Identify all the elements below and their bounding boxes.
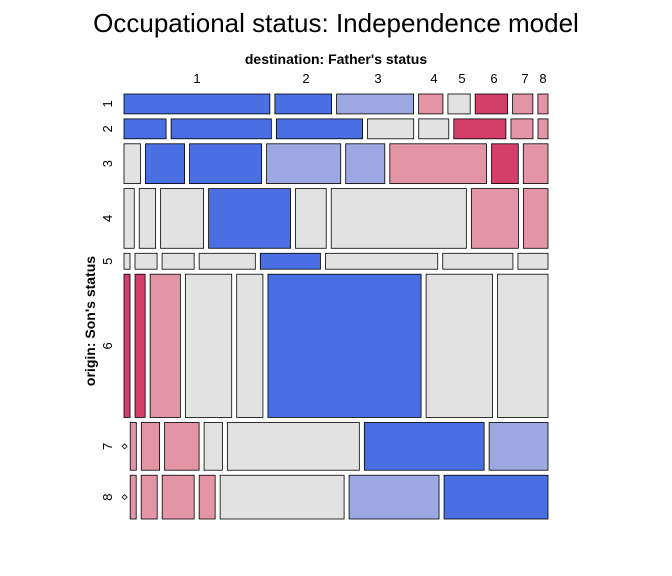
mosaic-tile-5-7 xyxy=(442,252,514,270)
mosaic-tile-8-2 xyxy=(129,474,137,520)
mosaic-tile-7-5 xyxy=(203,422,223,471)
mosaic-tile-5-8 xyxy=(517,252,549,270)
mosaic-tile-1-7 xyxy=(512,93,534,115)
x-axis-title: destination: Father's status xyxy=(245,51,427,67)
y-tick-label-2: 2 xyxy=(100,125,115,132)
mosaic-tile-7-8 xyxy=(488,422,549,471)
mosaic-tile-3-7 xyxy=(491,143,519,184)
x-tick-label-3: 3 xyxy=(374,71,381,86)
mosaic-tile-4-7 xyxy=(470,188,519,249)
mosaic-tile-1-8 xyxy=(537,93,549,115)
y-axis-title: origin: Son's status xyxy=(82,256,98,386)
mosaic-tile-3-5 xyxy=(345,143,386,184)
y-tick-label-7: 7 xyxy=(100,443,115,450)
mosaic-tile-5-3 xyxy=(161,252,195,270)
mosaic-tile-3-3 xyxy=(189,143,263,184)
y-tick-label-6: 6 xyxy=(100,342,115,349)
mosaic-tile-3-4 xyxy=(266,143,342,184)
mosaic-tile-2-6 xyxy=(453,118,507,140)
mosaic-tile-1-4 xyxy=(418,93,444,115)
mosaic-tile-4-8 xyxy=(523,188,549,249)
mosaic-tile-5-2 xyxy=(134,252,158,270)
x-tick-label-4: 4 xyxy=(430,71,437,86)
x-tick-label-5: 5 xyxy=(458,71,465,86)
mosaic-tile-2-2 xyxy=(170,118,272,140)
mosaic-tile-8-6 xyxy=(219,474,345,520)
mosaic-tile-8-7 xyxy=(348,474,440,520)
mosaic-tile-5-4 xyxy=(198,252,256,270)
mosaic-tile-6-7 xyxy=(425,273,494,418)
mosaic-tile-3-8 xyxy=(522,143,549,184)
y-tick-label-1: 1 xyxy=(100,100,115,107)
mosaic-tile-3-6 xyxy=(389,143,487,184)
mosaic-tile-7-4 xyxy=(164,422,200,471)
mosaic-tile-6-1 xyxy=(123,273,131,418)
mosaic-tile-7-7 xyxy=(363,422,485,471)
mosaic-empty-cell-8-1 xyxy=(121,494,128,501)
mosaic-tile-4-5 xyxy=(295,188,327,249)
mosaic-tile-5-1 xyxy=(123,252,131,270)
mosaic-empty-cell-7-1 xyxy=(121,443,128,450)
mosaic-tile-6-3 xyxy=(149,273,181,418)
mosaic-tile-3-1 xyxy=(123,143,141,184)
mosaic-tile-8-3 xyxy=(140,474,158,520)
mosaic-tile-7-6 xyxy=(226,422,360,471)
mosaic-tile-7-3 xyxy=(140,422,160,471)
y-tick-label-8: 8 xyxy=(100,493,115,500)
y-tick-label-3: 3 xyxy=(100,160,115,167)
mosaic-tile-6-2 xyxy=(134,273,146,418)
mosaic-tile-2-3 xyxy=(275,118,363,140)
x-tick-label-8: 8 xyxy=(539,71,546,86)
mosaic-tile-1-3 xyxy=(336,93,414,115)
y-tick-labels: 1 2 3 4 5 6 7 8 xyxy=(100,100,115,500)
x-tick-label-2: 2 xyxy=(302,71,309,86)
mosaic-tile-2-4 xyxy=(367,118,415,140)
mosaic-tile-4-2 xyxy=(138,188,157,249)
mosaic-tile-1-2 xyxy=(274,93,333,115)
mosaic-tile-6-5 xyxy=(236,273,264,418)
x-tick-label-7: 7 xyxy=(521,71,528,86)
mosaic-tile-7-2 xyxy=(129,422,137,471)
mosaic-tile-2-1 xyxy=(123,118,167,140)
x-tick-label-1: 1 xyxy=(193,71,200,86)
mosaic-tile-2-5 xyxy=(418,118,450,140)
mosaic-tile-8-8 xyxy=(443,474,549,520)
y-tick-label-4: 4 xyxy=(100,215,115,222)
mosaic-tile-8-4 xyxy=(161,474,195,520)
mosaic-tile-1-5 xyxy=(447,93,471,115)
mosaic-tile-4-3 xyxy=(160,188,205,249)
mosaic-tile-6-6 xyxy=(267,273,422,418)
y-tick-label-5: 5 xyxy=(100,258,115,265)
mosaic-tile-2-7 xyxy=(510,118,534,140)
mosaic-tile-6-8 xyxy=(497,273,549,418)
mosaic-tile-1-6 xyxy=(474,93,509,115)
mosaic-tile-5-5 xyxy=(259,252,321,270)
x-tick-label-6: 6 xyxy=(490,71,497,86)
mosaic-tile-8-5 xyxy=(198,474,216,520)
mosaic-tile-5-6 xyxy=(325,252,439,270)
mosaic-tile-2-8 xyxy=(537,118,549,140)
mosaic-tile-4-6 xyxy=(330,188,467,249)
mosaic-tiles xyxy=(121,93,549,520)
mosaic-tile-1-1 xyxy=(123,93,271,115)
mosaic-tile-4-4 xyxy=(208,188,291,249)
mosaic-tile-6-4 xyxy=(184,273,233,418)
chart-title: Occupational status: Independence model xyxy=(93,8,579,38)
mosaic-tile-3-2 xyxy=(145,143,185,184)
mosaic-tile-4-1 xyxy=(123,188,135,249)
